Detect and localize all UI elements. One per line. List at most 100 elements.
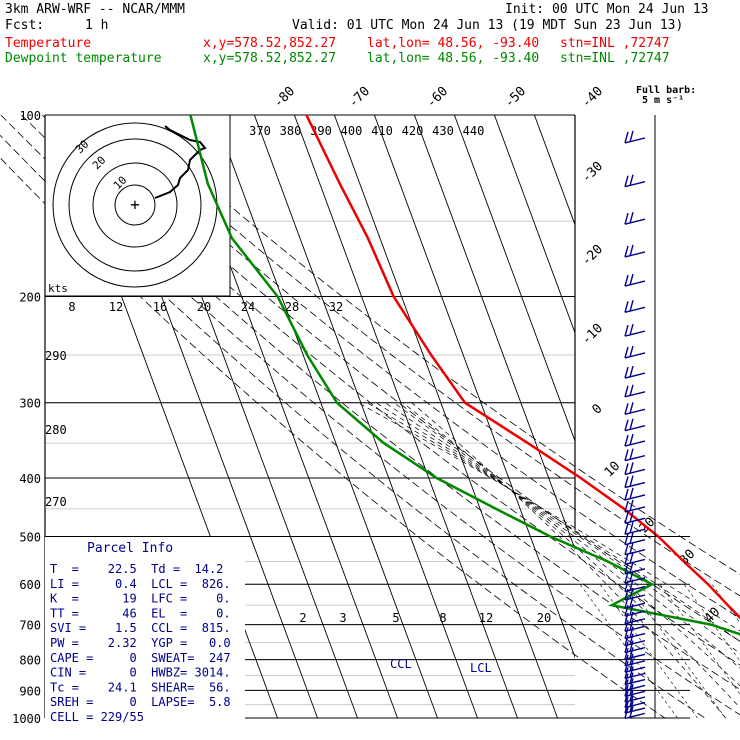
- theta-label: 370: [249, 124, 271, 138]
- pressure-tick-label: 300: [19, 397, 41, 411]
- pressure-tick-label: 100: [19, 109, 41, 123]
- mixing-ratio-label: 2: [299, 611, 306, 625]
- wind-barb: [624, 419, 629, 431]
- wind-barb: [624, 306, 646, 313]
- wind-barb: [629, 130, 634, 143]
- wind-barb: [624, 660, 646, 667]
- wind-barb: [624, 648, 629, 660]
- wind-barb: [624, 627, 629, 639]
- hodo-ring-outer: [68, 138, 202, 272]
- wind-barb: [624, 553, 629, 565]
- hodo-speed-label: 28: [285, 300, 299, 314]
- wind-barb: [629, 579, 634, 591]
- wind-barb: [624, 500, 629, 513]
- wind-barb: [624, 481, 646, 489]
- parcel-info: Parcel Info T = 22.5 Td = 14.2LI = 0.4 LC…: [50, 541, 231, 724]
- theta-label: 440: [463, 124, 485, 138]
- wind-barb: [624, 612, 629, 625]
- wind-barb: [629, 640, 634, 652]
- wind-barb: [624, 707, 629, 719]
- wind-barb: [624, 517, 646, 524]
- wind-barb: [629, 626, 634, 638]
- wind-barb: [624, 137, 646, 144]
- wind-barb: [624, 403, 629, 415]
- wind-barb: [629, 244, 634, 257]
- wind-barb: [624, 245, 629, 258]
- hodo-ring-inner: [114, 184, 156, 226]
- wind-barb: [624, 585, 646, 593]
- wind-barb: [629, 619, 634, 631]
- theta-label: 420: [402, 124, 424, 138]
- isotherm-label: -10: [579, 321, 606, 348]
- wind-barb: [624, 701, 629, 714]
- forecast-value: 1 h: [85, 18, 109, 33]
- parcel-info-box: [45, 537, 245, 723]
- wind-barb: [624, 251, 646, 258]
- wind-barb: [624, 346, 629, 359]
- mixing-ratio-label: 8: [439, 611, 446, 625]
- moist-adiabat: [357, 402, 740, 632]
- parcel-info-row: CELL = 229/55: [50, 710, 144, 724]
- wind-barb: [624, 424, 646, 432]
- dry-adiabat: [21, 114, 740, 690]
- wind-barb: [629, 273, 634, 286]
- dry-adiabat: [0, 114, 740, 716]
- wind-barb: [624, 690, 629, 703]
- wind-barb: [624, 468, 646, 476]
- dewpoint-profile: [189, 114, 740, 636]
- hodo-speed-label: 12: [109, 300, 123, 314]
- wind-barb: [629, 596, 634, 608]
- temperature-legend-label: Temperature: [5, 36, 92, 51]
- wind-barb: [629, 552, 634, 564]
- wind-barb: [624, 131, 629, 144]
- dry-adiabat: [124, 114, 740, 575]
- isotherm-line: [213, 115, 438, 718]
- pressure-tick-label: 200: [19, 291, 41, 305]
- wind-barb: [624, 488, 629, 501]
- wind-barb: [624, 634, 629, 646]
- wind-barb: [629, 695, 634, 707]
- wind-barb: [624, 690, 646, 697]
- wind-barb: [624, 641, 629, 653]
- wind-barb: [624, 696, 646, 703]
- parcel-info-row: K = 19 LFC = 0.: [50, 592, 231, 606]
- isotherm-line: [533, 115, 575, 227]
- wind-barb: [624, 673, 629, 685]
- wind-barb: [624, 580, 629, 592]
- wind-barb: [629, 300, 634, 312]
- parcel-info-row: CIN = 0 HWBZ= 3014.: [50, 666, 231, 680]
- wind-barb: [629, 647, 634, 659]
- isotherm-line: [333, 115, 558, 718]
- wind-barb: [624, 528, 646, 535]
- wind-barb: [624, 618, 646, 625]
- theta-label: 380: [280, 124, 302, 138]
- temperature-profile: [305, 114, 740, 620]
- isotherm-label: -40: [579, 84, 606, 111]
- parcel-info-row: SVI = 1.5 CCL = 815.: [50, 621, 231, 635]
- moist-adiabat: [384, 402, 740, 669]
- wind-barb: [624, 274, 629, 287]
- mixing-ratio-label: 20: [537, 611, 551, 625]
- parcel-info-row: T = 22.5 Td = 14.2: [50, 562, 223, 576]
- wind-barb: [629, 174, 634, 186]
- isotherm-line: [493, 115, 575, 335]
- wind-barb: [624, 449, 629, 461]
- wind-barb: [624, 181, 646, 188]
- dry-adiabat: [0, 134, 706, 719]
- wind-barb: [629, 660, 634, 672]
- wind-barb: [624, 602, 646, 609]
- wind-barb: [629, 487, 634, 500]
- wind-barb: [624, 667, 629, 679]
- wind-barb: [624, 646, 646, 654]
- wind-barb: [624, 632, 646, 640]
- wind-barb: [629, 653, 634, 666]
- dry-adiabat-label: 270: [45, 495, 67, 509]
- mixing-ratio-label: 5: [392, 611, 399, 625]
- isotherm-label: -80: [271, 84, 298, 111]
- wind-barb: [624, 685, 629, 697]
- wind-barb: [624, 330, 646, 337]
- wind-barb: [624, 212, 629, 225]
- parcel-info-row: PW = 2.32 YGP = 0.0: [50, 636, 231, 650]
- wind-barb: [629, 561, 634, 573]
